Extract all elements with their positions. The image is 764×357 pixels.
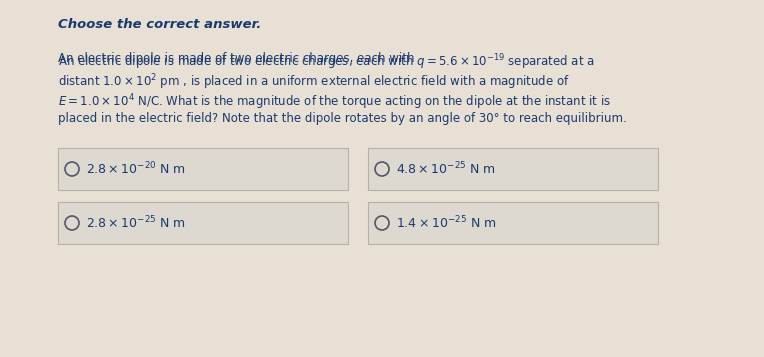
FancyBboxPatch shape [58,202,348,244]
Text: $4.8 \times 10^{-25}$ N m: $4.8 \times 10^{-25}$ N m [396,161,496,177]
Text: $2.8 \times 10^{-20}$ N m: $2.8 \times 10^{-20}$ N m [86,161,186,177]
Text: Choose the correct answer.: Choose the correct answer. [58,18,261,31]
Text: An electric dipole is made of two electric charges, each with $q = 5.6 \times 10: An electric dipole is made of two electr… [58,52,594,72]
FancyBboxPatch shape [368,202,658,244]
Text: $1.4 \times 10^{-25}$ N m: $1.4 \times 10^{-25}$ N m [396,215,497,231]
FancyBboxPatch shape [58,148,348,190]
Text: $2.8 \times 10^{-25}$ N m: $2.8 \times 10^{-25}$ N m [86,215,186,231]
Text: An electric dipole is made of two electric charges, each with: An electric dipole is made of two electr… [58,52,418,65]
Text: distant $1.0 \times 10^{2}$ pm , is placed in a uniform external electric field : distant $1.0 \times 10^{2}$ pm , is plac… [58,72,570,92]
Text: $E = 1.0 \times 10^{4}$ N/C. What is the magnitude of the torque acting on the d: $E = 1.0 \times 10^{4}$ N/C. What is the… [58,92,611,112]
Text: placed in the electric field? Note that the dipole rotates by an angle of 30° to: placed in the electric field? Note that … [58,112,626,125]
FancyBboxPatch shape [368,148,658,190]
